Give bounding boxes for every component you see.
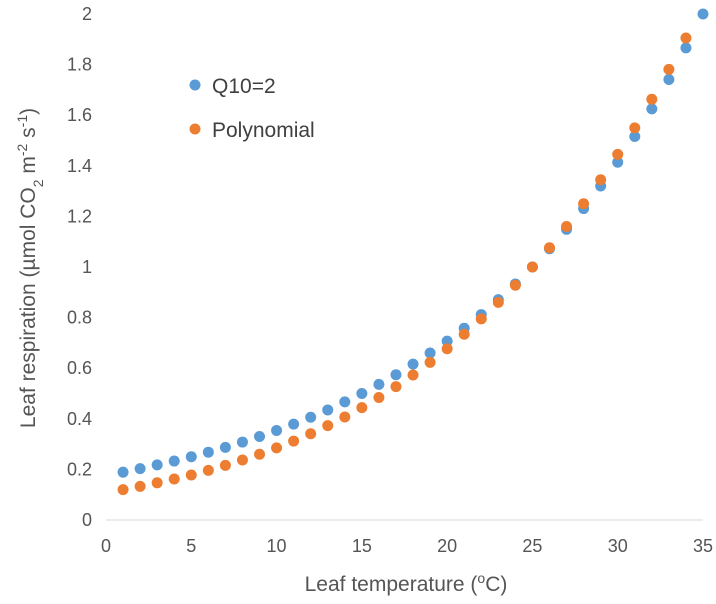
y-tick-label: 0.6 xyxy=(67,358,92,378)
y-axis-title: Leaf respiration (µmol CO2 m-2 s-1) xyxy=(14,108,46,428)
data-point xyxy=(219,459,231,471)
data-point xyxy=(475,313,487,325)
y-tick-label: 0.8 xyxy=(67,308,92,328)
data-point xyxy=(407,358,419,370)
data-point xyxy=(492,296,504,308)
x-tick-label: 30 xyxy=(608,536,628,556)
legend-label-q10: Q10=2 xyxy=(212,75,276,98)
x-tick-label: 20 xyxy=(437,536,457,556)
data-point xyxy=(509,279,521,291)
data-point xyxy=(578,198,590,210)
data-point xyxy=(202,446,214,458)
data-point xyxy=(117,484,129,496)
data-point xyxy=(168,473,180,485)
data-point xyxy=(663,63,675,75)
legend: Q10=2 Polynomial xyxy=(189,75,315,142)
x-tick-labels: 0 5 10 15 20 25 30 35 xyxy=(101,536,713,556)
data-point xyxy=(322,404,334,416)
x-tick-label: 15 xyxy=(352,536,372,556)
data-point xyxy=(629,130,641,142)
data-point xyxy=(322,420,334,432)
x-axis-title: Leaf temperature (oC) xyxy=(305,570,508,596)
data-point xyxy=(424,347,436,359)
data-point xyxy=(134,463,146,475)
data-point xyxy=(373,392,385,404)
data-point xyxy=(134,480,146,492)
data-point xyxy=(680,42,692,54)
data-point xyxy=(288,435,300,447)
data-point xyxy=(185,451,197,463)
data-point xyxy=(356,388,368,399)
data-point xyxy=(646,103,658,115)
y-tick-label: 2 xyxy=(82,4,92,24)
data-point xyxy=(646,93,658,105)
data-point xyxy=(441,343,453,355)
data-point xyxy=(595,174,607,186)
data-point xyxy=(612,156,624,168)
data-point xyxy=(219,441,231,453)
data-point xyxy=(407,369,419,381)
data-point xyxy=(117,466,129,478)
x-tick-label: 0 xyxy=(101,536,111,556)
data-point xyxy=(373,378,385,390)
data-point xyxy=(236,454,248,466)
data-point xyxy=(612,148,624,160)
y-tick-label: 1.6 xyxy=(67,105,92,125)
data-point xyxy=(254,448,266,460)
y-tick-label: 0.2 xyxy=(67,459,92,479)
data-point xyxy=(339,396,351,408)
data-point xyxy=(339,411,351,423)
data-point xyxy=(663,74,675,86)
data-point xyxy=(697,8,709,20)
data-point xyxy=(629,122,641,134)
data-point xyxy=(458,328,470,340)
y-tick-label: 0.4 xyxy=(67,409,92,429)
data-point xyxy=(168,455,180,467)
data-point xyxy=(561,221,573,233)
data-point xyxy=(356,402,368,414)
data-point xyxy=(680,32,692,44)
data-point xyxy=(390,369,402,381)
data-point xyxy=(271,442,283,454)
legend-label-polynomial: Polynomial xyxy=(212,119,315,142)
series-polynomial xyxy=(117,32,692,496)
y-tick-label: 1.2 xyxy=(67,206,92,226)
data-point xyxy=(441,335,453,347)
legend-marker-q10 xyxy=(189,79,201,91)
data-point xyxy=(151,477,163,489)
data-point xyxy=(151,459,163,471)
data-point xyxy=(288,418,300,430)
legend-marker-polynomial xyxy=(189,123,201,135)
data-point xyxy=(254,431,266,443)
data-point xyxy=(305,428,317,440)
y-tick-label: 1.4 xyxy=(67,156,92,176)
y-tick-label: 0 xyxy=(82,510,92,530)
data-points xyxy=(117,8,709,496)
y-tick-labels: 0 0.2 0.4 0.6 0.8 1 1.2 1.4 1.6 1.8 2 xyxy=(67,4,92,530)
data-point xyxy=(305,411,317,423)
data-point xyxy=(202,464,214,476)
series-q10 xyxy=(117,8,709,478)
x-tick-label: 10 xyxy=(267,536,287,556)
y-tick-label: 1.8 xyxy=(67,55,92,75)
data-point xyxy=(185,469,197,481)
y-tick-label: 1 xyxy=(82,257,92,277)
x-tick-label: 25 xyxy=(522,536,542,556)
data-point xyxy=(236,436,248,448)
data-point xyxy=(543,242,555,254)
x-tick-label: 35 xyxy=(693,536,713,556)
data-point xyxy=(271,424,283,436)
data-point xyxy=(526,261,538,273)
x-tick-label: 5 xyxy=(186,536,196,556)
data-point xyxy=(390,381,402,393)
data-point xyxy=(424,356,436,368)
